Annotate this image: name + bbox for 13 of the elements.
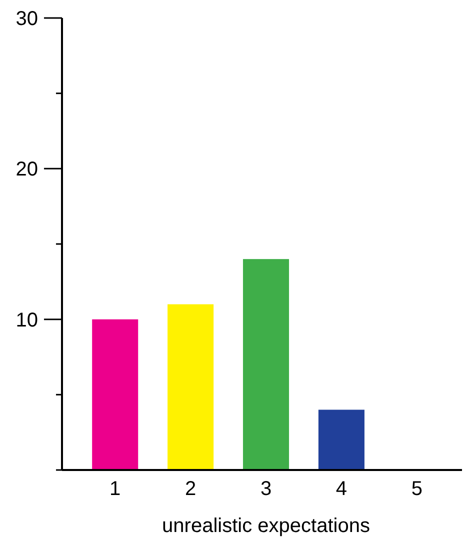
y-tick-label: 20 xyxy=(16,158,38,181)
x-tick-label: 4 xyxy=(336,478,348,500)
x-axis-title: unrealistic expectations xyxy=(162,515,370,537)
x-tick-label: 2 xyxy=(184,478,196,500)
x-tick-label: 5 xyxy=(411,478,422,500)
x-tick-label: 3 xyxy=(260,478,272,500)
x-tick-label: 1 xyxy=(110,478,121,500)
bar xyxy=(318,410,364,470)
bar xyxy=(92,319,138,470)
bar xyxy=(242,259,290,470)
y-tick-label: 30 xyxy=(16,8,38,30)
bar xyxy=(168,304,214,470)
y-tick-label: 10 xyxy=(16,309,38,332)
